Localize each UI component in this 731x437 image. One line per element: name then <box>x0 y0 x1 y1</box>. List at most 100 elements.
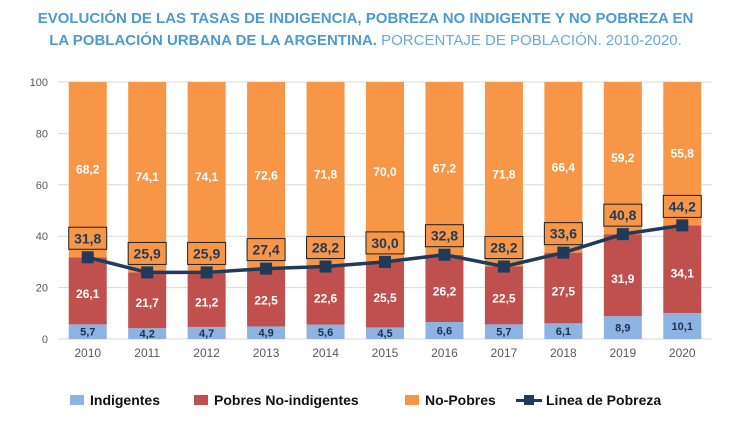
poverty-line-marker <box>260 262 273 275</box>
title-subtitle: PORCENTAJE DE POBLACIÓN. 2010-2020. <box>376 32 682 49</box>
data-label-no-pobres: 70,0 <box>373 165 397 179</box>
bar-no-pobres <box>663 82 702 226</box>
poverty-line-label: 31,8 <box>74 230 101 246</box>
x-tick-label: 2019 <box>609 346 636 360</box>
bar-pobres-no-indigentes <box>187 272 226 327</box>
bar-indigentes <box>484 324 523 339</box>
bar-indigentes <box>306 324 345 339</box>
bar-no-pobres <box>484 82 523 267</box>
bar-pobres-no-indigentes <box>663 225 702 314</box>
bar-indigentes <box>247 326 286 339</box>
data-label-no-pobres: 74,1 <box>195 170 219 184</box>
y-tick-label: 100 <box>30 77 48 89</box>
data-label-no-pobres: 68,2 <box>76 163 100 177</box>
legend-item-no-pobres: No-Pobres <box>405 390 496 410</box>
bar-indigentes <box>68 324 107 339</box>
poverty-line-label: 25,9 <box>193 245 220 261</box>
bar-indigentes <box>128 328 167 339</box>
x-tick-label: 2018 <box>550 346 577 360</box>
bar-no-pobres <box>603 82 642 235</box>
bar-indigentes <box>603 316 642 339</box>
data-label-indigentes: 5,6 <box>318 327 333 339</box>
bar-pobres-no-indigentes <box>425 254 464 323</box>
data-label-indigentes: 8,9 <box>615 323 630 335</box>
poverty-line-marker <box>438 248 451 261</box>
x-tick-label: 2013 <box>253 346 280 360</box>
poverty-line-label-box <box>365 231 405 255</box>
bar-pobres-no-indigentes <box>306 266 345 325</box>
data-label-no-pobres: 67,2 <box>433 161 457 175</box>
bar-no-pobres <box>187 82 226 273</box>
bar-pobres-no-indigentes <box>68 257 107 325</box>
data-label-pobres-no-indigentes: 26,2 <box>433 285 457 299</box>
bar-no-pobres <box>128 82 167 273</box>
y-tick-label: 60 <box>36 180 48 192</box>
data-label-no-pobres: 71,8 <box>314 167 338 181</box>
poverty-line-marker <box>319 260 332 273</box>
poverty-line-marker <box>379 255 391 268</box>
bar-indigentes <box>366 327 404 339</box>
data-label-indigentes: 5,7 <box>496 327 511 339</box>
poverty-line-label-box <box>543 222 583 246</box>
x-tick-label: 2014 <box>312 346 339 360</box>
data-label-indigentes: 6,1 <box>556 326 571 338</box>
data-label-no-pobres: 66,4 <box>552 160 576 174</box>
bar-indigentes <box>544 323 583 339</box>
bar-indigentes <box>663 313 702 339</box>
poverty-line-label-box <box>187 241 227 265</box>
title-line-1: EVOLUCIÓN DE LAS TASAS DE INDIGENCIA, PO… <box>37 10 694 27</box>
x-tick-label: 2010 <box>74 346 101 360</box>
poverty-line-label: 44,2 <box>669 198 696 214</box>
poverty-line-label: 30,0 <box>371 235 398 251</box>
legend-label-no-pobres: No-Pobres <box>425 392 496 408</box>
poverty-line-label-box <box>603 203 643 227</box>
y-tick-label: 20 <box>36 283 48 295</box>
poverty-line-label-box <box>484 236 524 260</box>
data-label-pobres-no-indigentes: 22,5 <box>254 293 278 307</box>
bar-pobres-no-indigentes <box>366 261 404 328</box>
data-label-no-pobres: 71,8 <box>492 167 516 181</box>
legend-item-indigentes: Indigentes <box>70 390 160 410</box>
bar-pobres-no-indigentes <box>128 272 167 329</box>
bar-indigentes <box>425 322 464 339</box>
bar-pobres-no-indigentes <box>247 268 286 327</box>
poverty-line-label: 40,8 <box>609 207 636 223</box>
data-label-indigentes: 4,7 <box>199 328 214 340</box>
data-label-indigentes: 10,1 <box>672 321 693 333</box>
stacked-bar-chart: 0 20 40 60 80 100 2010 2011 2012 2013 2014 2015 2016… <box>30 77 712 360</box>
poverty-line-label-box <box>306 236 346 260</box>
data-label-pobres-no-indigentes: 34,1 <box>671 267 695 281</box>
poverty-line-marker <box>200 266 213 279</box>
bar-pobres-no-indigentes <box>544 252 583 324</box>
data-label-no-pobres: 74,1 <box>136 170 160 184</box>
poverty-line-marker <box>81 251 94 264</box>
legend-swatch-indigentes <box>70 395 84 405</box>
poverty-line-label-box <box>662 194 702 218</box>
data-label-pobres-no-indigentes: 27,5 <box>552 285 576 299</box>
poverty-line-label: 28,2 <box>490 240 517 256</box>
legend-label-linea-pobreza: Linea de Pobreza <box>546 392 662 408</box>
poverty-line-label-box <box>424 224 464 248</box>
x-tick-label: 2016 <box>431 346 458 360</box>
chart-title: EVOLUCIÓN DE LAS TASAS DE INDIGENCIA, PO… <box>0 8 731 52</box>
y-tick-label: 0 <box>42 334 48 346</box>
poverty-line-marker <box>141 266 154 279</box>
legend-label-indigentes: Indigentes <box>90 392 161 408</box>
x-tick-label: 2017 <box>491 346 518 360</box>
legend-item-pobres-no-indigentes: Pobres No-indigentes <box>194 390 359 410</box>
data-label-no-pobres: 59,2 <box>611 151 635 165</box>
data-label-pobres-no-indigentes: 21,2 <box>195 295 219 309</box>
x-tick-label: 2020 <box>669 346 696 360</box>
poverty-line-label: 33,6 <box>550 226 577 242</box>
x-tick-label: 2015 <box>372 346 399 360</box>
poverty-line-label: 25,9 <box>134 245 161 261</box>
legend-item-linea-pobreza: Linea de Pobreza <box>516 390 661 410</box>
poverty-line-label-box <box>246 238 286 262</box>
bar-no-pobres <box>306 82 345 267</box>
poverty-line-label-box <box>127 241 167 265</box>
poverty-line-label: 28,2 <box>312 240 339 256</box>
bar-indigentes <box>187 326 226 339</box>
data-label-indigentes: 4,5 <box>377 328 392 340</box>
legend-swatch-pobres-no-indigentes <box>194 395 208 405</box>
poverty-line-marker <box>616 228 629 241</box>
